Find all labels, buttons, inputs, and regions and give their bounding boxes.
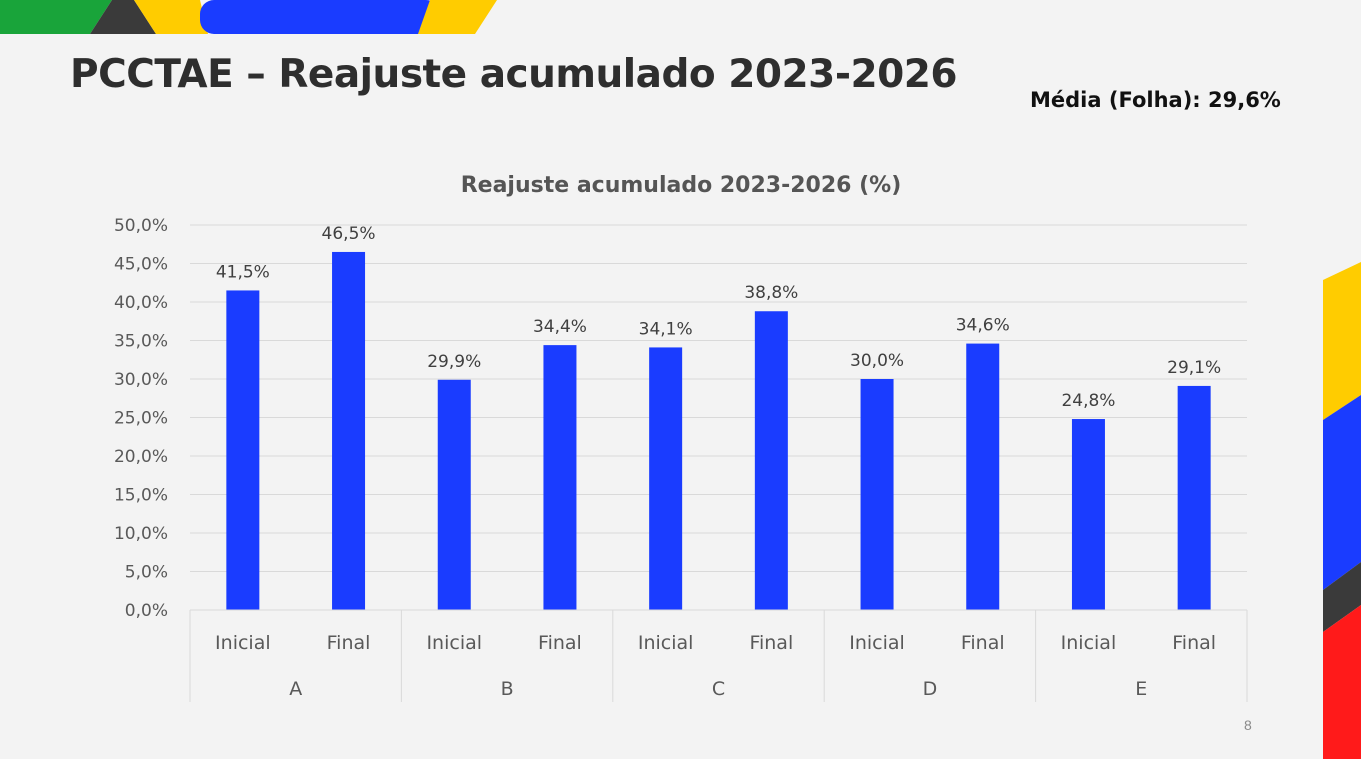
chart-title: Reajuste acumulado 2023-2026 (%): [461, 173, 902, 198]
x-subcategory-label: Inicial: [1061, 632, 1117, 654]
y-tick-label: 50,0%: [114, 216, 168, 236]
media-label: Média (Folha): 29,6%: [1030, 88, 1281, 112]
x-group-label: D: [923, 678, 938, 700]
bar-d-final: [966, 343, 1000, 610]
y-axis-ticks: 0,0% 5,0% 10,0% 15,0% 20,0% 25,0% 30,0% 35,0% 40…: [114, 216, 168, 621]
bar-e-inicial: [1071, 419, 1105, 610]
data-label: 34,1%: [639, 319, 693, 339]
y-tick-label: 35,0%: [114, 332, 168, 352]
slide-title: PCCTAE – Reajuste acumulado 2023-2026: [70, 52, 958, 97]
bar-c-final: [754, 311, 788, 610]
x-group-label: B: [501, 678, 514, 700]
top-color-stripe: [0, 0, 497, 34]
x-axis: Inicial Final A Inicial Final B Inicial Final C I…: [189, 609, 1248, 702]
y-tick-label: 30,0%: [114, 370, 168, 390]
bar-b-inicial: [437, 379, 471, 610]
bar-e-final: [1177, 385, 1211, 610]
x-subcategory-label: Final: [327, 632, 371, 654]
data-label: 29,9%: [427, 352, 481, 372]
x-subcategory-label: Final: [538, 632, 582, 654]
data-labels: 41,5% 46,5% 29,9% 34,4% 34,1% 38,8% 30,0% 34,6%…: [216, 224, 1221, 411]
y-tick-label: 0,0%: [125, 601, 168, 621]
data-label: 24,8%: [1061, 391, 1115, 411]
y-tick-label: 25,0%: [114, 409, 168, 429]
x-subcategory-label: Inicial: [638, 632, 694, 654]
y-tick-label: 15,0%: [114, 486, 168, 506]
x-group-label: A: [289, 678, 302, 700]
x-subcategory-label: Inicial: [849, 632, 905, 654]
y-tick-label: 20,0%: [114, 447, 168, 467]
y-tick-label: 45,0%: [114, 255, 168, 275]
x-group-label: E: [1135, 678, 1147, 700]
x-subcategory-label: Final: [961, 632, 1005, 654]
x-subcategory-label: Inicial: [215, 632, 271, 654]
y-tick-label: 40,0%: [114, 293, 168, 313]
data-label: 34,4%: [533, 317, 587, 337]
gridlines: [190, 224, 1247, 611]
y-tick-label: 5,0%: [125, 563, 168, 583]
right-color-stripe: [1323, 262, 1361, 759]
x-subcategory-label: Inicial: [426, 632, 482, 654]
bar-a-final: [332, 251, 366, 610]
y-tick-label: 10,0%: [114, 524, 168, 544]
data-label: 41,5%: [216, 262, 270, 282]
bar-a-inicial: [226, 290, 260, 610]
bar-c-inicial: [649, 347, 683, 610]
bar-d-inicial: [860, 379, 894, 610]
x-group-label: C: [712, 678, 725, 700]
data-label: 46,5%: [322, 224, 376, 244]
data-label: 38,8%: [744, 283, 798, 303]
data-label: 30,0%: [850, 351, 904, 371]
x-subcategory-label: Final: [749, 632, 793, 654]
bar-b-final: [543, 345, 577, 610]
bars: [226, 251, 1211, 610]
x-subcategory-label: Final: [1172, 632, 1216, 654]
data-label: 29,1%: [1167, 358, 1221, 378]
page-number: 8: [1244, 717, 1252, 733]
data-label: 34,6%: [956, 316, 1010, 336]
